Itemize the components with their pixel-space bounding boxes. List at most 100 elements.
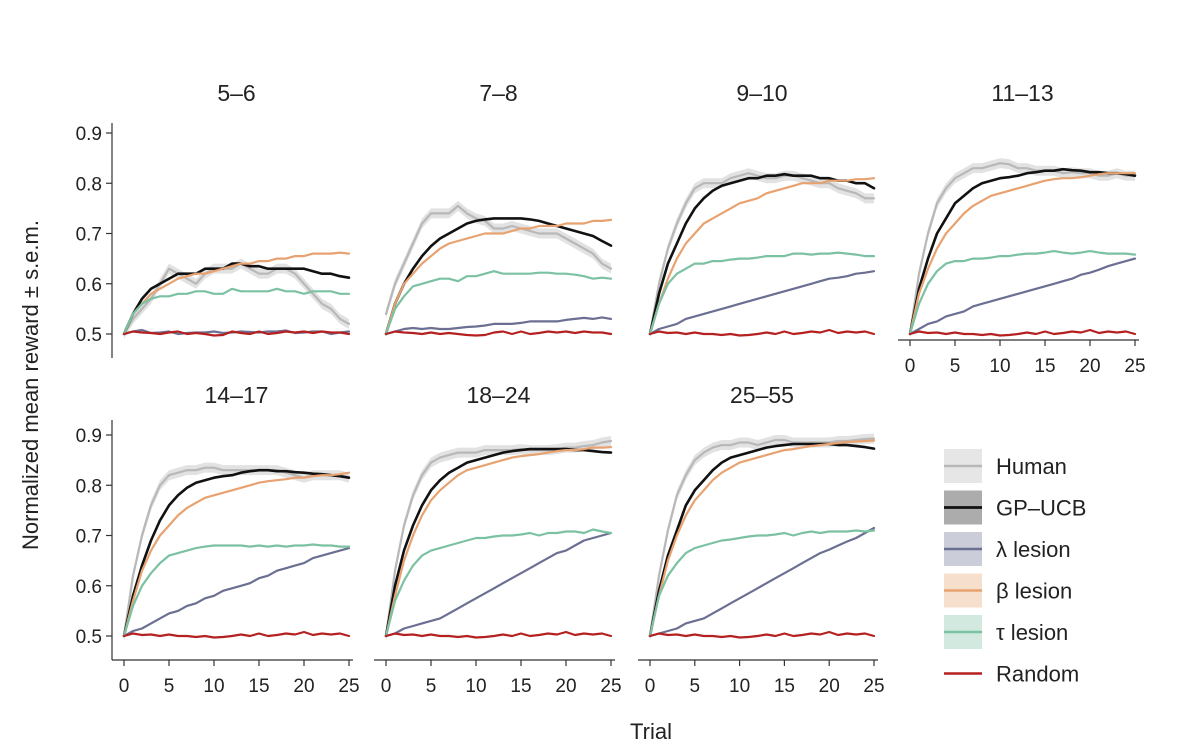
y-tick-label: 0.9 (76, 426, 102, 447)
series-line-random (648, 630, 876, 639)
x-tick-label: 0 (381, 676, 392, 697)
series-band-human (650, 433, 874, 641)
panel: 7–8 (384, 80, 613, 337)
series-line-tau (648, 251, 876, 336)
series-line-random (648, 328, 876, 337)
x-tick-label: 20 (293, 676, 314, 697)
series-line-random (122, 630, 351, 639)
panel: 14–17 0.5 0.6 0.7 0.8 0.9 0 5 10 15 20 25 (76, 382, 360, 697)
y-tick-label: 0.6 (76, 275, 102, 296)
legend-label: τ lesion (996, 620, 1068, 645)
series-line-gp-ucb (122, 468, 351, 638)
panel-title: 18–24 (467, 382, 531, 408)
series-line-beta (384, 218, 613, 336)
series-line-gp-ucb (384, 217, 613, 336)
x-tick-label: 25 (1124, 356, 1145, 377)
panel-title: 11–13 (991, 80, 1053, 106)
legend-item: λ lesion (944, 532, 1071, 566)
y-tick-label: 0.8 (76, 174, 102, 195)
y-tick-label: 0.8 (76, 476, 102, 497)
series-line-gp-ucb (648, 172, 876, 336)
series-line-tau (384, 270, 613, 336)
x-tick-label: 5 (690, 676, 701, 697)
x-tick-label: 20 (819, 676, 840, 697)
x-tick-label: 0 (119, 676, 130, 697)
panel: 11–13 0 5 10 15 20 25 (898, 80, 1146, 377)
series-line-human (384, 439, 613, 638)
series-line-human (122, 466, 351, 638)
series-line-lambda (384, 316, 613, 336)
series-line-beta (384, 446, 613, 638)
legend: Human GP–UCB λ lesion β lesion τ lesion Rando… (944, 449, 1086, 687)
x-tick-label: 0 (645, 676, 656, 697)
panel-title: 14–17 (205, 382, 269, 408)
series-line-lambda (384, 531, 613, 638)
x-tick-label: 25 (863, 676, 884, 697)
x-axis-title: Trial (630, 719, 672, 744)
series-line-tau (122, 287, 351, 336)
x-tick-label: 15 (248, 676, 269, 697)
x-tick-label: 25 (600, 676, 621, 697)
series-line-gp-ucb (908, 167, 1137, 336)
panel-title: 7–8 (479, 80, 517, 106)
panel: 25–55 0 5 10 15 20 25 (638, 382, 885, 697)
series-line-random (122, 330, 351, 337)
series-line-beta (122, 251, 351, 336)
x-tick-label: 15 (510, 676, 531, 697)
panel: 5–6 0.5 0.6 0.7 0.8 0.9 (76, 80, 351, 358)
series-line-tau (122, 543, 351, 638)
legend-label: λ lesion (996, 537, 1071, 562)
series-line-lambda (908, 257, 1137, 336)
panel-title: 5–6 (217, 80, 255, 106)
series-line-random (908, 328, 1137, 337)
y-tick-label: 0.9 (76, 124, 102, 145)
series-line-tau (908, 250, 1137, 336)
x-tick-label: 15 (1034, 356, 1055, 377)
panel-title: 25–55 (730, 382, 794, 408)
series-line-gp-ucb (648, 442, 876, 638)
legend-label: β lesion (996, 579, 1072, 604)
series-line-lambda (648, 526, 876, 638)
series-line-gp-ucb (122, 262, 351, 336)
x-tick-label: 10 (989, 356, 1010, 377)
legend-item: GP–UCB (944, 490, 1086, 525)
series-line-beta (648, 177, 876, 336)
legend-item: Random (944, 662, 1079, 687)
series-line-beta (122, 471, 351, 638)
y-axis-title: Normalized mean reward ± s.e.m. (18, 220, 43, 550)
panel: 18–24 0 5 10 15 20 25 (374, 382, 622, 697)
x-tick-label: 10 (729, 676, 750, 697)
legend-label: Human (996, 454, 1067, 479)
legend-label: GP–UCB (996, 496, 1086, 521)
series-line-random (384, 630, 613, 639)
series-line-tau (384, 528, 613, 638)
series-line-lambda (648, 270, 876, 336)
series-line-beta (648, 439, 876, 638)
series-line-beta (908, 172, 1137, 336)
x-tick-label: 15 (774, 676, 795, 697)
legend-item: Human (944, 449, 1067, 483)
x-tick-label: 10 (203, 676, 224, 697)
x-tick-label: 5 (950, 356, 961, 377)
x-tick-label: 10 (465, 676, 486, 697)
series-line-tau (648, 529, 876, 638)
x-tick-label: 20 (1079, 356, 1100, 377)
series-line-human (648, 437, 876, 638)
y-tick-label: 0.5 (76, 325, 102, 346)
x-tick-label: 5 (164, 676, 175, 697)
y-tick-label: 0.5 (76, 627, 102, 648)
y-tick-label: 0.7 (76, 527, 102, 548)
legend-item: β lesion (944, 573, 1072, 608)
y-tick-label: 0.7 (76, 225, 102, 246)
panel: 9–10 (648, 80, 876, 339)
panel-title: 9–10 (736, 80, 787, 106)
series-line-random (384, 330, 613, 337)
legend-label: Random (996, 662, 1079, 687)
x-tick-label: 0 (905, 356, 916, 377)
series-line-human (384, 204, 613, 315)
legend-item: τ lesion (944, 615, 1068, 649)
y-tick-label: 0.6 (76, 577, 102, 598)
series-line-lambda (122, 547, 351, 638)
x-tick-label: 20 (555, 676, 576, 697)
